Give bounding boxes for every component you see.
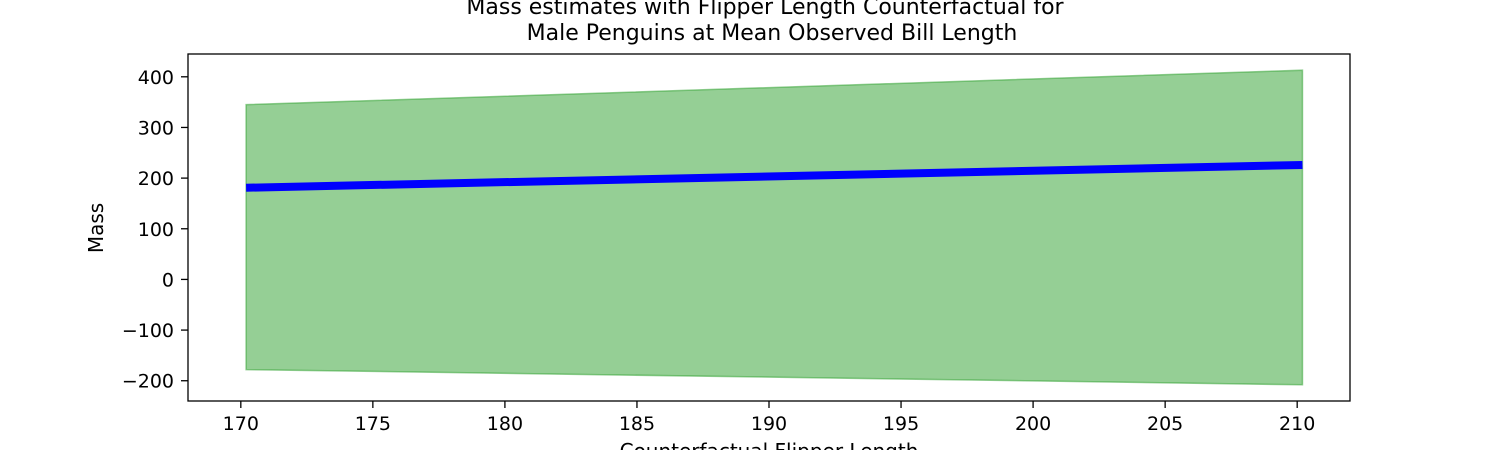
confidence-band	[245, 69, 1304, 386]
x-tick-label: 200	[1015, 413, 1051, 435]
chart-title-line1: Mass estimates with Flipper Length Count…	[466, 0, 1064, 20]
y-tick-label: 100	[138, 219, 174, 241]
y-axis: 400 300 200 100 0 −100 −200	[122, 67, 188, 393]
y-tick-label: 300	[138, 117, 174, 139]
y-tick-label: 200	[138, 168, 174, 190]
x-tick-label: 185	[619, 413, 655, 435]
y-tick-label: −200	[122, 371, 174, 393]
x-axis: 170 175 180 185 190 195 200 205 210	[223, 401, 1315, 435]
x-tick-label: 190	[751, 413, 787, 435]
chart-title-line2: Male Penguins at Mean Observed Bill Leng…	[527, 21, 1018, 46]
plot-area	[245, 69, 1304, 386]
y-tick-label: −100	[122, 320, 174, 342]
mass-estimate-line	[246, 160, 1303, 192]
x-tick-label: 195	[883, 413, 919, 435]
x-tick-label: 210	[1279, 413, 1315, 435]
x-tick-label: 170	[223, 413, 259, 435]
x-axis-label: Counterfactual Flipper Length	[620, 439, 919, 450]
y-axis-label: Mass	[84, 203, 108, 253]
y-tick-label: 0	[162, 269, 174, 291]
x-tick-label: 175	[355, 413, 391, 435]
x-tick-label: 180	[487, 413, 523, 435]
y-tick-label: 400	[138, 67, 174, 89]
x-tick-label: 205	[1147, 413, 1183, 435]
